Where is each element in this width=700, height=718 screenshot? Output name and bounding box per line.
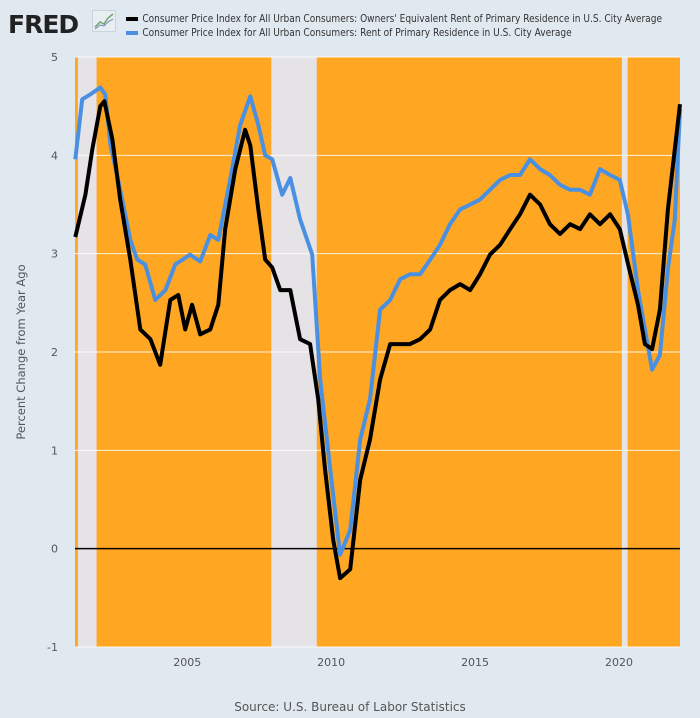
y-tick-label: -1 bbox=[47, 641, 58, 654]
legend-swatch-blue bbox=[126, 31, 139, 35]
source-note: Source: U.S. Bureau of Labor Statistics bbox=[234, 700, 466, 714]
y-tick-label: 3 bbox=[51, 248, 58, 261]
fred-logo[interactable]: FRED bbox=[8, 10, 79, 39]
legend-label: Consumer Price Index for All Urban Consu… bbox=[142, 13, 663, 25]
y-tick-label: 0 bbox=[51, 543, 58, 556]
axis-ticks: -1 0 1 2 3 4 5 2005 2010 2015 2020 bbox=[47, 51, 633, 669]
x-tick-label: 2015 bbox=[461, 656, 489, 669]
series-line-owners-equivalent-rent bbox=[73, 99, 682, 581]
x-tick-label: 2005 bbox=[173, 656, 201, 669]
y-tick-label: 4 bbox=[51, 149, 58, 162]
y-axis-title: Percent Change from Year Ago bbox=[14, 264, 28, 439]
legend-item-oer[interactable]: Consumer Price Index for All Urban Consu… bbox=[126, 13, 662, 25]
legend-label: Consumer Price Index for All Urban Consu… bbox=[142, 27, 572, 39]
line-chart-icon bbox=[92, 10, 116, 32]
series-line-rent-of-primary-residence bbox=[73, 85, 682, 557]
y-tick-label: 1 bbox=[51, 444, 58, 457]
x-tick-label: 2010 bbox=[317, 656, 345, 669]
y-tick-label: 5 bbox=[51, 51, 58, 64]
legend-swatch-black bbox=[126, 17, 139, 21]
plot-area bbox=[73, 56, 682, 648]
y-tick-label: 2 bbox=[51, 346, 58, 359]
x-tick-label: 2020 bbox=[605, 656, 633, 669]
legend-item-rent[interactable]: Consumer Price Index for All Urban Consu… bbox=[126, 27, 572, 39]
